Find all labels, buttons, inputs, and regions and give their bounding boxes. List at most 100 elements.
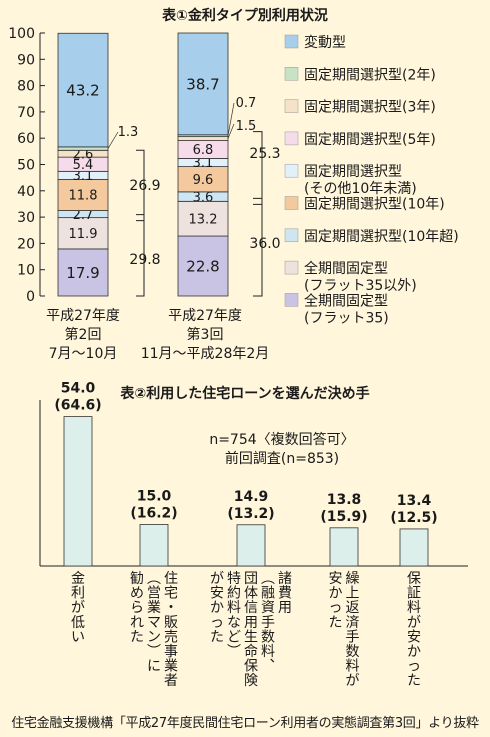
chart1-bracket xyxy=(136,214,145,297)
chart2-previous-label: (64.6) xyxy=(54,398,101,414)
chart1-segment-label: 2.7 xyxy=(73,208,94,223)
chart2-category-label: 諸 xyxy=(278,571,292,587)
chart2-previous-label: (16.2) xyxy=(130,506,177,522)
chart1-bracket-label: 29.8 xyxy=(129,252,160,268)
chart1-legend-label: 全期間固定型 xyxy=(304,292,388,309)
chart1-y-tick-label: 30 xyxy=(17,210,35,226)
chart2-category-label: 返 xyxy=(346,600,360,616)
chart1-bracket xyxy=(253,197,263,297)
chart2-category-label: 者 xyxy=(164,673,178,689)
chart2-category-label: 宅 xyxy=(164,586,178,602)
chart2-category-label: ︶ xyxy=(147,644,161,660)
chart2-category-label: ︶ xyxy=(227,644,241,660)
chart1-bar-segment xyxy=(177,235,229,297)
chart2-category-label: 険 xyxy=(244,673,258,689)
chart1-callout-line xyxy=(107,131,119,149)
chart2-category-label: が xyxy=(407,615,421,631)
chart1-bar-segment xyxy=(177,136,229,141)
chart1-segment-label: 11.9 xyxy=(69,227,98,242)
chart2-category-label: 料 xyxy=(407,600,421,616)
chart2-category-label: 販 xyxy=(164,615,178,631)
chart2-value-label: 14.9 xyxy=(234,489,269,505)
chart1-legend-label: 固定期間選択型(10年) xyxy=(304,197,445,213)
chart2-category-label: 低 xyxy=(71,615,85,631)
chart1-legend-label: 固定期間選択型(5年) xyxy=(304,132,436,148)
chart2-category-label: 数 xyxy=(346,644,360,660)
chart1-legend-swatch xyxy=(284,99,299,113)
chart2-category-label: か xyxy=(407,644,421,660)
chart2-category-label: っ xyxy=(329,600,343,616)
chart1-legend-label: 変動型 xyxy=(304,34,346,51)
chart1-legend-label: 固定期間選択型(3年) xyxy=(304,100,436,116)
chart1-y-tick-label: 100 xyxy=(8,26,35,42)
chart2-category-label: め xyxy=(130,586,144,602)
chart2-category-label: 用 xyxy=(244,615,258,631)
chart2-category-label: 約 xyxy=(227,586,241,602)
chart1-legend-label: 全期間固定型 xyxy=(304,260,388,277)
chart1-category-label: 11月〜平成28年2月 xyxy=(141,346,270,362)
chart1-bar-segment xyxy=(177,32,229,136)
chart1-segment-label: 5.4 xyxy=(73,158,94,173)
chart2-category-label: 信 xyxy=(244,600,258,616)
chart2-category-label: 手 xyxy=(261,615,275,631)
chart2-category-label: 上 xyxy=(346,586,360,602)
chart1-legend-label: (その他10年未満) xyxy=(304,181,417,197)
chart2-category-label: 安 xyxy=(329,571,343,587)
chart2-category-label: 手 xyxy=(346,629,360,645)
chart2-category-label: た xyxy=(210,629,224,645)
chart2-category-label: 命 xyxy=(244,643,258,660)
chart2-category-label: 利 xyxy=(71,586,85,602)
chart1-bracket-label: 25.3 xyxy=(249,146,280,162)
chart2-category-label: 特 xyxy=(227,571,241,587)
chart2-previous-label: (13.2) xyxy=(227,506,274,522)
chart2-category-label: か xyxy=(329,586,343,602)
chart1-legend-label: 固定期間選択型 xyxy=(304,164,402,180)
chart1-y-tick-label: 0 xyxy=(26,289,35,305)
chart1-segment-label: 1.5 xyxy=(236,119,257,134)
chart2-category-label: 料 xyxy=(227,600,241,616)
chart2-category-label: 業 xyxy=(147,600,161,616)
chart1-y-tick-label: 20 xyxy=(17,236,35,252)
chart1-segment-label: 3.1 xyxy=(193,156,214,171)
chart1-legend-swatch xyxy=(284,131,299,146)
chart1-segment-label: 6.8 xyxy=(193,143,214,158)
chart1-segment-label: 9.6 xyxy=(193,173,214,188)
chart1-bar-segment xyxy=(57,146,109,151)
chart2-category-label: た xyxy=(130,629,144,645)
chart1-callout-line xyxy=(227,102,235,136)
chart1-y-tick-label: 60 xyxy=(17,131,35,147)
chart2-category-label: ︑ xyxy=(261,659,275,675)
chart2-value-label: 13.8 xyxy=(327,492,362,508)
chart2-category-label: 住 xyxy=(164,571,178,587)
chart2-category-label: 営 xyxy=(147,586,161,602)
chart2-category-label: い xyxy=(71,629,85,645)
chart1-category-label: 第3回 xyxy=(187,326,224,343)
chart2-category-label: な xyxy=(227,615,241,631)
chart2-title: 表②利用した住宅ローンを選んだ決め手 xyxy=(119,385,369,402)
chart1-category-label: 平成27年度 xyxy=(46,308,120,324)
charts-canvas: 表①金利タイプ別利用状況 0 10 20 30 40 50 60 70 80 90 100 17.9 11… xyxy=(8,7,468,689)
chart2-category-label: っ xyxy=(407,659,421,675)
chart1-bracket-label: 36.0 xyxy=(249,236,280,252)
chart1-bracket xyxy=(136,149,145,222)
chart2-category-label: が xyxy=(71,600,85,616)
chart2-category-label: れ xyxy=(130,615,144,631)
chart1-y-tick-label: 10 xyxy=(17,263,35,279)
chart1-legend-label: (フラット35以外) xyxy=(304,278,417,294)
chart2-category-label: ︵ xyxy=(147,571,161,587)
chart1-y-tick-label: 50 xyxy=(17,158,35,174)
chart1-legend-label: 固定期間選択型(2年) xyxy=(304,67,436,83)
chart2-category-label: 安 xyxy=(210,586,224,602)
chart1-bar-segment xyxy=(57,32,109,148)
chart2-category-label: 繰 xyxy=(346,571,360,587)
chart2-category-label: 用 xyxy=(278,600,292,616)
chart1-segment-label: 17.9 xyxy=(66,264,99,282)
chart1-segment-label: 11.8 xyxy=(69,189,98,204)
chart2-category-label: 料 xyxy=(261,644,275,660)
chart2-bar xyxy=(63,416,93,567)
chart2-category-label: 団 xyxy=(244,571,258,587)
chart2-bar xyxy=(236,524,266,567)
chart2-bar xyxy=(399,528,429,567)
chart1-bar-segment xyxy=(57,179,109,211)
